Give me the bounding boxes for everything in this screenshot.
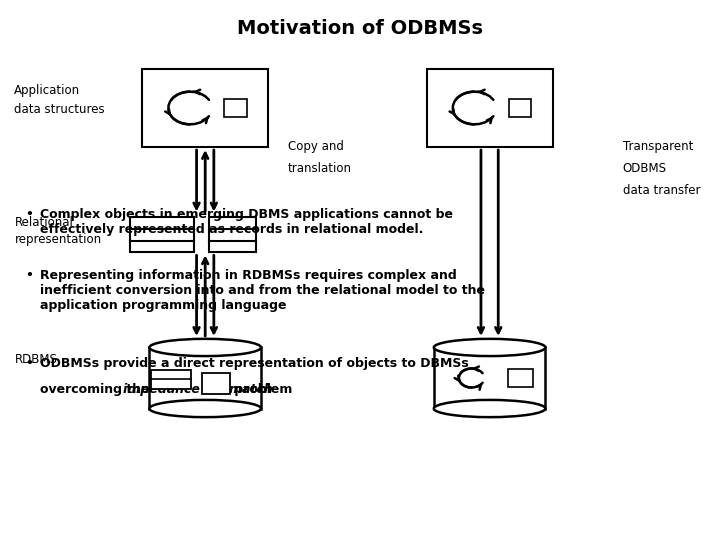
Ellipse shape (433, 400, 546, 417)
Text: Application: Application (14, 84, 81, 97)
Text: •: • (25, 357, 33, 370)
Text: data transfer: data transfer (623, 184, 701, 197)
Text: •: • (25, 269, 33, 282)
Text: Representing information in RDBMSs requires complex and
inefficient conversion i: Representing information in RDBMSs requi… (40, 269, 485, 313)
Bar (150, 347, 261, 409)
Text: Transparent: Transparent (623, 140, 693, 153)
Text: representation: representation (14, 233, 102, 246)
Text: Motivation of ODBMSs: Motivation of ODBMSs (237, 19, 483, 38)
Bar (224, 99, 247, 117)
Text: Relational: Relational (14, 216, 73, 229)
Text: problem: problem (230, 383, 292, 396)
Ellipse shape (433, 339, 546, 356)
Text: data structures: data structures (14, 103, 105, 116)
Bar (508, 368, 533, 388)
Bar (209, 217, 256, 252)
Text: Copy and: Copy and (288, 140, 344, 153)
Text: impedance mismatch: impedance mismatch (123, 383, 273, 396)
Bar (130, 217, 194, 252)
Bar (508, 99, 531, 117)
Ellipse shape (150, 339, 261, 356)
Text: Complex objects in emerging DBMS applications cannot be
effectively represented : Complex objects in emerging DBMS applica… (40, 208, 453, 236)
Text: translation: translation (288, 162, 352, 175)
Bar (433, 347, 546, 409)
Bar (151, 370, 191, 389)
Bar (142, 69, 268, 147)
Bar (426, 69, 553, 147)
Bar (202, 373, 230, 394)
Ellipse shape (150, 400, 261, 417)
Text: RDBMS: RDBMS (14, 353, 58, 366)
Text: overcoming the: overcoming the (40, 383, 153, 396)
Text: ODBMS: ODBMS (623, 162, 667, 175)
Text: ODBMSs provide a direct representation of objects to DBMSs: ODBMSs provide a direct representation o… (40, 357, 468, 370)
Text: •: • (25, 208, 33, 221)
